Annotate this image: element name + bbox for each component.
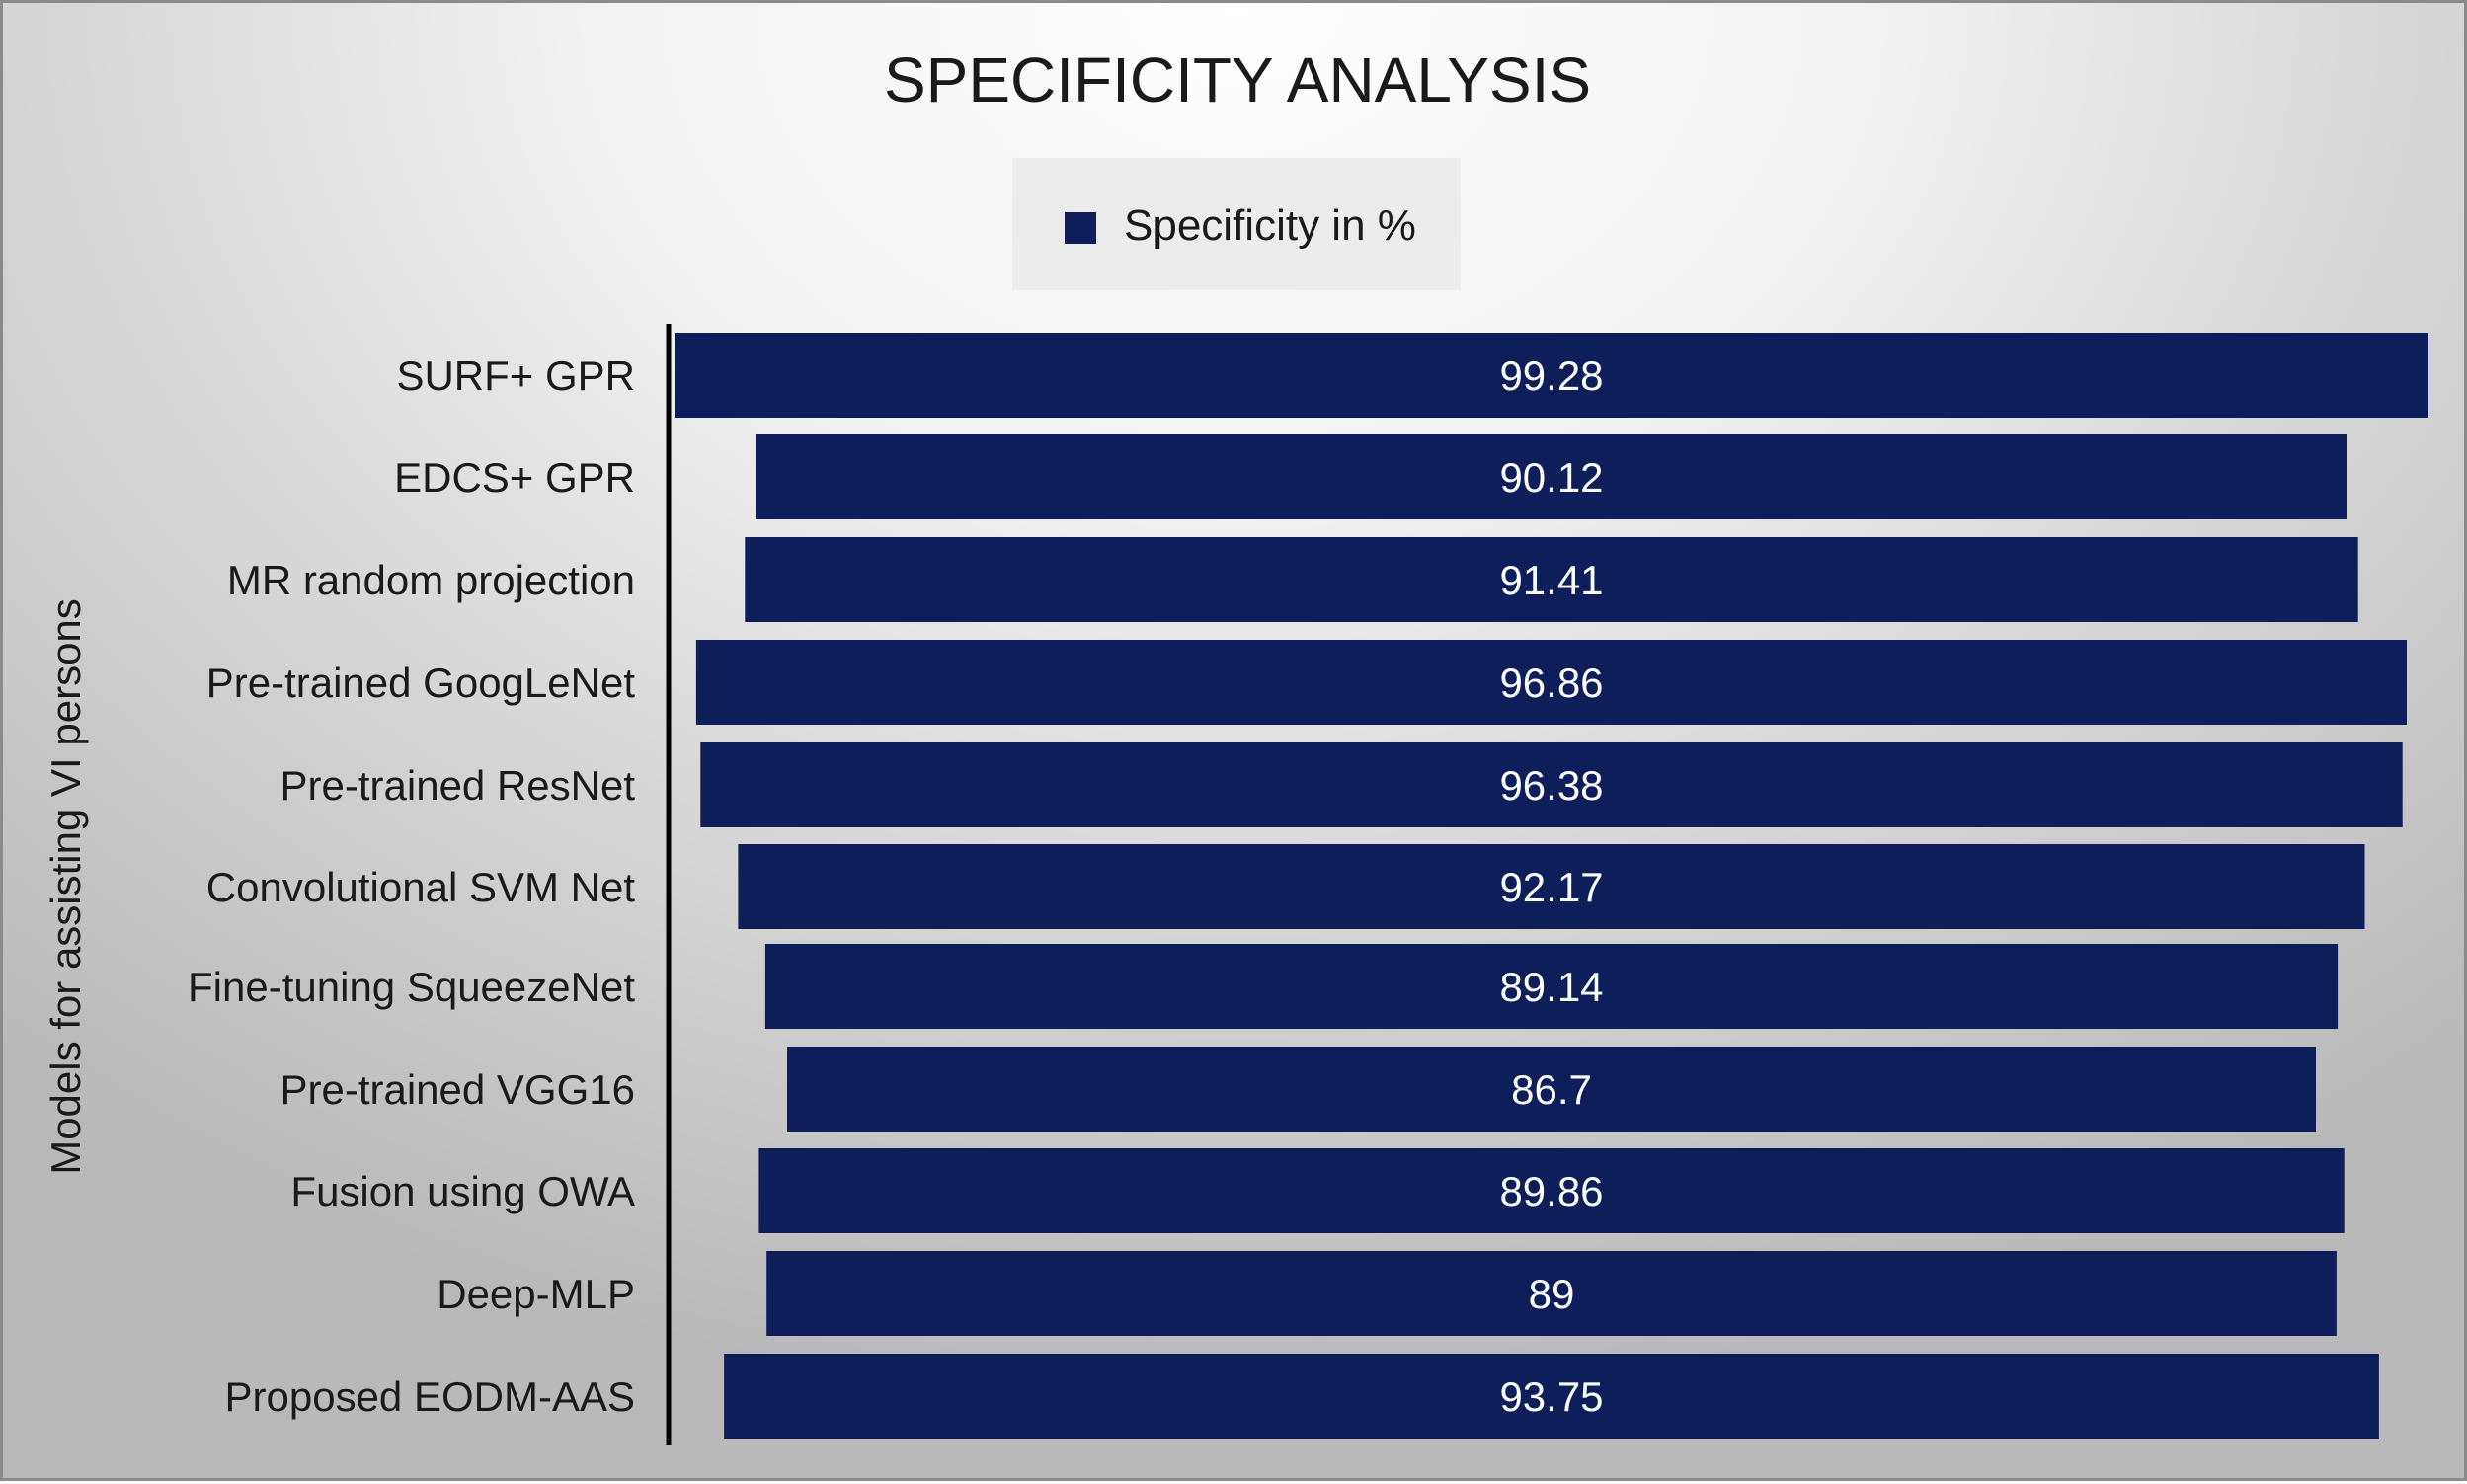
- bar: [738, 844, 2365, 929]
- category-label: Convolutional SVM Net: [206, 864, 636, 910]
- category-label: Deep-MLP: [437, 1271, 635, 1317]
- data-label: 86.7: [1511, 1066, 1592, 1113]
- bars-group: 99.28 SURF+ GPR 90.12 EDCS+ GPR 91.41 MR rand…: [188, 333, 2428, 1439]
- data-label: 92.17: [1499, 864, 1603, 910]
- data-label: 93.75: [1499, 1373, 1603, 1420]
- data-label: 89.86: [1499, 1168, 1603, 1214]
- data-label: 96.38: [1499, 762, 1603, 809]
- category-label: Fusion using OWA: [290, 1168, 635, 1214]
- bar: [700, 742, 2403, 827]
- category-label: Pre-trained VGG16: [279, 1066, 635, 1113]
- y-axis-label: Models for assisting VI persons: [42, 598, 89, 1175]
- category-label: Proposed EODM-AAS: [225, 1373, 636, 1420]
- bar: [787, 1047, 2316, 1132]
- legend-swatch: [1065, 212, 1096, 244]
- data-label: 89: [1529, 1271, 1575, 1317]
- category-label: SURF+ GPR: [396, 352, 635, 399]
- legend-label: Specificity in %: [1124, 201, 1416, 250]
- category-label: Pre-trained GoogLeNet: [206, 660, 636, 706]
- data-label: 89.14: [1499, 964, 1603, 1010]
- category-label: EDCS+ GPR: [394, 454, 635, 501]
- bar: [764, 944, 2339, 1029]
- data-label: 96.86: [1499, 660, 1603, 706]
- data-label: 91.41: [1499, 557, 1603, 603]
- bar: [756, 434, 2347, 519]
- category-label: MR random projection: [227, 557, 635, 603]
- bar: [695, 640, 2407, 725]
- chart-title: SPECIFICITY ANALYSIS: [884, 44, 1591, 116]
- category-label: Fine-tuning SqueezeNet: [188, 964, 635, 1010]
- bar: [758, 1148, 2345, 1233]
- bar: [766, 1251, 2337, 1336]
- bar: [724, 1354, 2379, 1439]
- data-label: 90.12: [1499, 454, 1603, 501]
- bar: [675, 333, 2428, 418]
- data-label: 99.28: [1499, 352, 1603, 399]
- bar-chart: SPECIFICITY ANALYSIS Specificity in % Mo…: [42, 44, 2428, 1445]
- category-label: Pre-trained ResNet: [280, 762, 636, 809]
- bar: [745, 537, 2358, 622]
- legend: Specificity in %: [1012, 158, 1461, 290]
